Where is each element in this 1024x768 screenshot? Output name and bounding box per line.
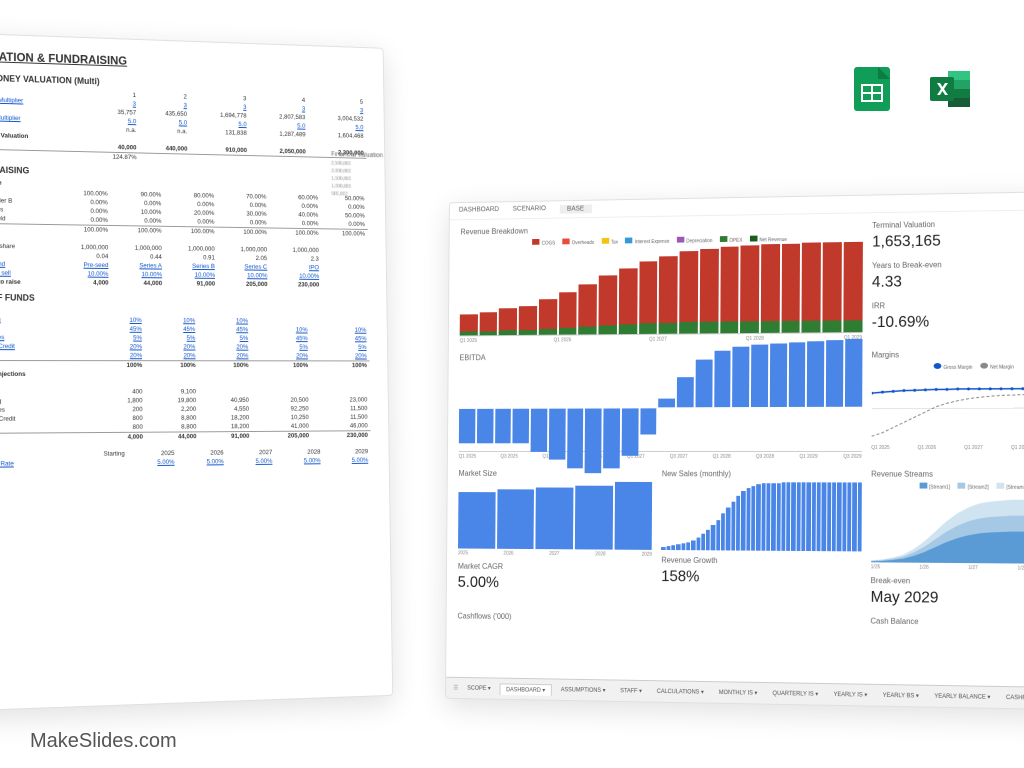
section-use-of-funds: USE OF FUNDS	[0, 292, 369, 305]
margins-chart: Margins Gross MarginNet Margin Q1 2025Q1…	[871, 349, 1024, 460]
app-icons-row	[848, 65, 974, 113]
sheet-title: VALUATION & FUNDRAISING	[0, 49, 365, 76]
tab-quarterly is[interactable]: QUARTERLY IS ▾	[767, 688, 824, 700]
sheet-tabs: ☰SCOPE ▾DASHBOARD ▾ASSUMPTIONS ▾STAFF ▾C…	[446, 677, 1024, 710]
pre-money-table: 12345Revenue Multiplier3333335,757435,65…	[0, 86, 367, 167]
revenue-streams-chart: Revenue Streams [Stream1][Stream2][Strea…	[871, 470, 1024, 609]
tab-calculations[interactable]: CALCULATIONS ▾	[651, 686, 709, 698]
tab-staff[interactable]: STAFF ▾	[615, 685, 648, 696]
fundraising-table: Cap TableFounder100.00%90.00%80.00%70.00…	[0, 178, 368, 290]
tab-monthly is[interactable]: MONTHLY IS ▾	[713, 687, 763, 699]
new-sales-chart: New Sales (monthly) Revenue Growth 158%	[661, 469, 862, 606]
revenue-breakdown-chart: Revenue Breakdown COGSOverheadsTaxIntere…	[460, 221, 863, 344]
tab-yearly is[interactable]: YEARLY IS ▾	[828, 689, 873, 701]
tab-assumptions[interactable]: ASSUMPTIONS ▾	[555, 684, 611, 696]
tab-scope[interactable]: SCOPE ▾	[462, 683, 496, 694]
excel-icon	[926, 65, 974, 113]
branding-text: MakeSlides.com	[30, 730, 177, 753]
market-size-chart: Market Size 20252026202720282029 Market …	[458, 469, 653, 604]
tab-dashboard[interactable]: DASHBOARD ▾	[500, 683, 552, 695]
cash-balance-title: Cash Balance	[870, 617, 1024, 632]
ebitda-chart: EBITDA Q1 2025Q3 2025Q1 2026Q3 2026Q1 20…	[459, 351, 862, 460]
kpi-column: Terminal Valuation 1,653,165 Years to Br…	[872, 218, 1024, 341]
dashboard-spreadsheet: DASHBOARD SCENARIO BASE Revenue Breakdow…	[445, 191, 1024, 711]
use-of-funds-table: CashflowMarketing10%10%10%Legal45%45%45%…	[0, 306, 371, 443]
tab-cashflow[interactable]: CASHFLOW ▾	[1000, 692, 1024, 704]
mini-chart-financial-valuation: Financial Valuation 2,500,000 2,000,000 …	[331, 151, 393, 200]
other-table: Starting20252026202720282029Expense Rate…	[0, 447, 371, 468]
cashflows-title: Cashflows ('000)	[457, 612, 861, 630]
tab-yearly bs[interactable]: YEARLY BS ▾	[877, 690, 925, 702]
valuation-spreadsheet: VALUATION & FUNDRAISING PRE-MONEY VALUAT…	[0, 32, 393, 712]
tab-yearly balance[interactable]: YEARLY BALANCE ▾	[929, 691, 997, 703]
google-sheets-icon	[848, 65, 896, 113]
